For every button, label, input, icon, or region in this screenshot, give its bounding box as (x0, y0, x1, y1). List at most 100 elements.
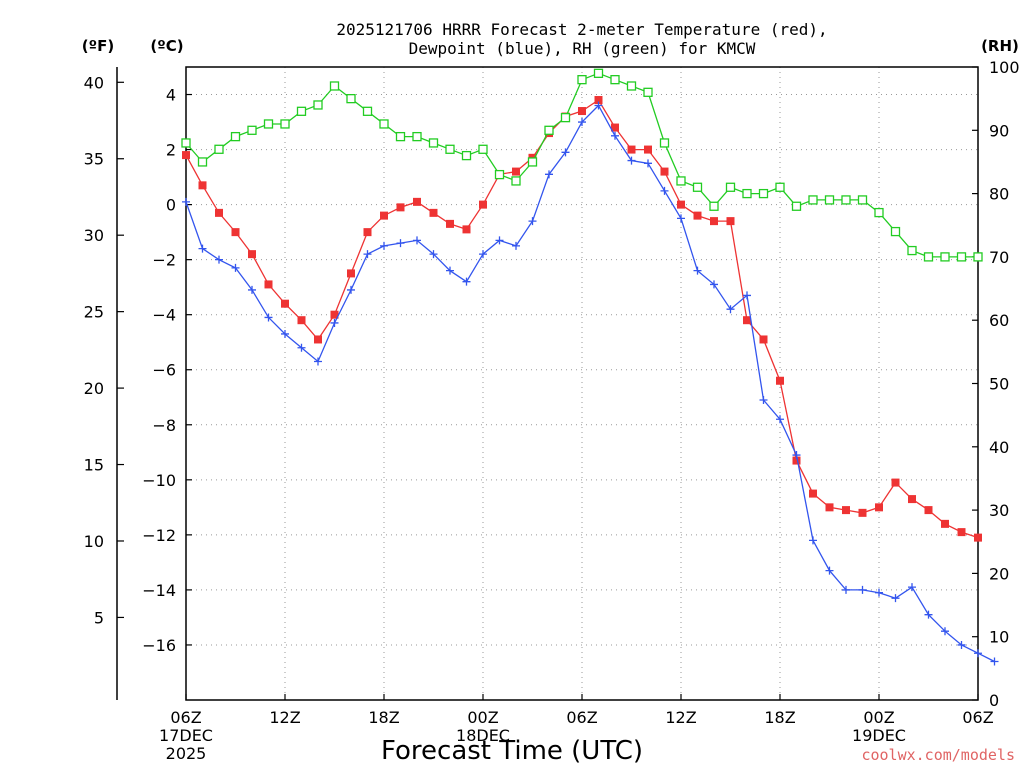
dewpoint-point (957, 640, 966, 649)
plot-area: 510152025303540−16−14−12−10−8−6−4−202401… (84, 58, 1020, 763)
dewpoint-point (974, 649, 982, 658)
rh-point (890, 226, 901, 237)
fahrenheit-tick-label: 10 (84, 532, 104, 551)
rh-point (775, 182, 785, 192)
temperature-point (924, 506, 933, 515)
temperature-point (347, 269, 355, 278)
x-tick-label: 06Z (962, 708, 993, 727)
dewpoint-point (578, 118, 586, 127)
rh-tick-label: 30 (989, 501, 1009, 520)
dewpoint-point (330, 318, 339, 327)
rh-point (346, 94, 356, 104)
dewpoint-point (594, 101, 603, 110)
temperature-point (594, 96, 603, 105)
temperature-point (792, 456, 801, 465)
rh-point (676, 176, 686, 186)
temperature-point (396, 203, 405, 212)
temperature-point (578, 107, 586, 116)
celsius-tick-label: −10 (142, 471, 176, 490)
rh-tick-label: 90 (989, 121, 1009, 140)
temperature-point (891, 478, 900, 487)
dewpoint-point (446, 266, 454, 275)
fahrenheit-tick-label: 15 (84, 456, 104, 475)
chart-title-line1: 2025121706 HRRR Forecast 2-meter Tempera… (336, 20, 827, 39)
rh-point (247, 125, 257, 135)
x-tick-label: 2025 (166, 744, 207, 763)
dewpoint-point (198, 244, 207, 253)
temperature-point (215, 208, 223, 217)
rh-point (742, 188, 752, 199)
temperature-point (380, 211, 388, 220)
rh-point (461, 150, 472, 161)
rh-point (841, 195, 851, 205)
rh-point (824, 195, 835, 205)
fahrenheit-tick-label: 5 (94, 608, 104, 627)
temperature-point (660, 167, 669, 176)
fahrenheit-tick-label: 35 (84, 150, 104, 169)
temperature-point (198, 181, 207, 190)
dewpoint-point (528, 217, 537, 226)
rh-tick-label: 0 (989, 691, 999, 710)
rh-point (428, 138, 439, 148)
dewpoint-point (743, 291, 751, 300)
rh-point (643, 87, 653, 97)
dewpoint-point (611, 131, 619, 140)
temperature-point (413, 197, 421, 206)
temperature-point (248, 250, 256, 259)
temperature-point (512, 167, 520, 176)
rh-point (412, 131, 422, 142)
dewpoint-point (561, 148, 570, 157)
rh-tick-label: 80 (989, 185, 1009, 204)
temperature-point (809, 489, 817, 498)
rh-point (874, 207, 884, 218)
chart-title-line2: Dewpoint (blue), RH (green) for KMCW (409, 39, 756, 58)
x-tick-label: 12Z (269, 708, 300, 727)
temperature-point (446, 219, 454, 228)
rh-tick-label: 100 (989, 58, 1020, 77)
celsius-tick-label: −8 (152, 416, 176, 435)
dewpoint-point (314, 357, 322, 366)
dewpoint-point (990, 657, 999, 666)
x-tick-label: 06Z (170, 708, 201, 727)
temperature-point (957, 528, 966, 537)
dewpoint-point (248, 285, 256, 294)
dewpoint-point (627, 156, 636, 165)
dewpoint-point (281, 329, 289, 338)
dewpoint-point (479, 250, 487, 259)
rh-series-line (185, 72, 978, 258)
dewpoint-point (347, 285, 355, 294)
rh-point (296, 106, 307, 116)
rh-point (214, 144, 224, 154)
rh-point (758, 188, 769, 199)
dewpoint-point (891, 594, 900, 603)
x-tick-label: 00Z (863, 708, 894, 727)
rh-point (709, 201, 719, 211)
temperature-point (611, 123, 619, 132)
rh-point (478, 144, 488, 154)
dewpoint-point (710, 280, 718, 289)
celsius-tick-label: −14 (142, 581, 176, 600)
dewpoint-point (644, 159, 652, 168)
temperature-point (281, 299, 289, 308)
temperature-point (429, 208, 438, 217)
dewpoint-point (396, 239, 405, 248)
x-tick-label: 19DEC (852, 726, 906, 745)
temperature-point (479, 200, 487, 209)
dewpoint-point (875, 588, 883, 597)
temperature-point (842, 506, 850, 515)
rh-tick-label: 60 (989, 311, 1009, 330)
rh-point (923, 252, 934, 262)
dewpoint-point (462, 277, 471, 286)
x-tick-label: 12Z (665, 708, 696, 727)
rh-point (313, 100, 323, 110)
temperature-point (825, 503, 834, 512)
fahrenheit-tick-label: 25 (84, 303, 104, 322)
rh-point (956, 252, 967, 262)
rh-point (445, 144, 455, 154)
x-tick-label: 00Z (467, 708, 498, 727)
rh-point (280, 119, 290, 129)
celsius-tick-label: −6 (152, 361, 176, 380)
rh-point (973, 252, 983, 262)
fahrenheit-axis-unit: (ºF) (82, 37, 114, 55)
rh-point (362, 106, 373, 116)
